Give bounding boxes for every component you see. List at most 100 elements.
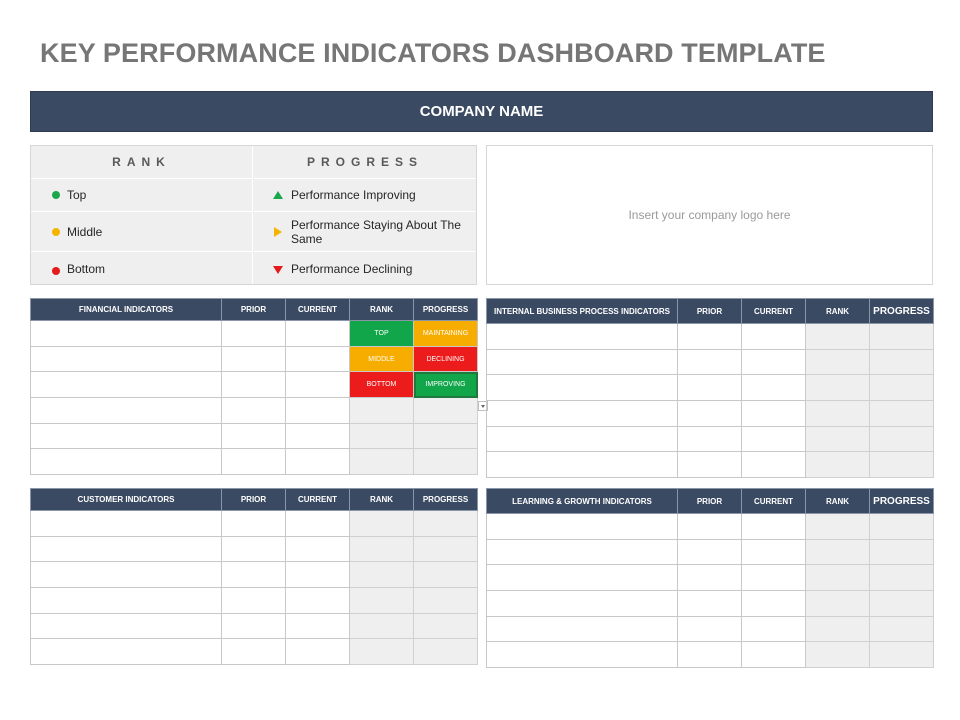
- indicator-cell[interactable]: [30, 561, 222, 589]
- prior-cell[interactable]: [677, 348, 742, 376]
- prior-cell[interactable]: [677, 615, 742, 643]
- prior-cell[interactable]: [221, 535, 286, 563]
- current-cell[interactable]: [285, 345, 350, 373]
- prior-cell[interactable]: [221, 448, 286, 476]
- current-cell[interactable]: [741, 513, 806, 540]
- current-cell[interactable]: [741, 348, 806, 376]
- current-cell[interactable]: [285, 422, 350, 450]
- current-cell[interactable]: [741, 323, 806, 350]
- prior-cell[interactable]: [221, 345, 286, 373]
- prior-cell[interactable]: [677, 513, 742, 540]
- current-cell[interactable]: [285, 561, 350, 589]
- indicator-cell[interactable]: [30, 397, 222, 424]
- prior-cell[interactable]: [221, 397, 286, 424]
- rank-cell[interactable]: [805, 513, 870, 540]
- current-cell[interactable]: [741, 538, 806, 566]
- prior-cell[interactable]: [221, 587, 286, 614]
- rank-cell[interactable]: [805, 374, 870, 402]
- rank-cell[interactable]: [805, 615, 870, 643]
- progress-cell[interactable]: [869, 590, 934, 617]
- current-cell[interactable]: [285, 535, 350, 563]
- indicator-cell[interactable]: [30, 510, 222, 537]
- company-name-bar[interactable]: COMPANY NAME: [30, 91, 933, 132]
- current-cell[interactable]: [741, 374, 806, 402]
- prior-cell[interactable]: [677, 564, 742, 592]
- rank-cell[interactable]: [805, 323, 870, 350]
- prior-cell[interactable]: [221, 422, 286, 450]
- prior-cell[interactable]: [221, 612, 286, 640]
- indicator-cell[interactable]: [30, 345, 222, 373]
- progress-cell[interactable]: [869, 374, 934, 402]
- progress-cell[interactable]: [413, 397, 478, 424]
- progress-cell[interactable]: [413, 535, 478, 563]
- indicator-cell[interactable]: [486, 400, 678, 427]
- rank-cell[interactable]: [349, 397, 414, 424]
- progress-cell[interactable]: [413, 448, 478, 476]
- prior-cell[interactable]: [221, 371, 286, 399]
- indicator-cell[interactable]: [30, 320, 222, 347]
- current-cell[interactable]: [285, 320, 350, 347]
- progress-cell[interactable]: [413, 422, 478, 450]
- rank-cell[interactable]: [349, 448, 414, 476]
- indicator-cell[interactable]: [30, 638, 222, 666]
- current-cell[interactable]: [741, 641, 806, 669]
- rank-cell[interactable]: [349, 422, 414, 450]
- current-cell[interactable]: [741, 615, 806, 643]
- progress-cell[interactable]: [413, 561, 478, 589]
- progress-option-declining[interactable]: DECLINING: [413, 345, 478, 373]
- current-cell[interactable]: [741, 451, 806, 479]
- progress-cell[interactable]: [869, 323, 934, 350]
- rank-cell[interactable]: [349, 587, 414, 614]
- progress-cell[interactable]: [869, 538, 934, 566]
- indicator-cell[interactable]: [30, 587, 222, 614]
- indicator-cell[interactable]: [486, 590, 678, 617]
- indicator-cell[interactable]: [30, 371, 222, 399]
- rank-option-top[interactable]: TOP: [349, 320, 414, 347]
- progress-cell[interactable]: [869, 641, 934, 669]
- indicator-cell[interactable]: [486, 425, 678, 453]
- current-cell[interactable]: [285, 448, 350, 476]
- progress-cell[interactable]: [869, 348, 934, 376]
- indicator-cell[interactable]: [486, 451, 678, 479]
- rank-cell[interactable]: [805, 590, 870, 617]
- indicator-cell[interactable]: [30, 535, 222, 563]
- current-cell[interactable]: [285, 587, 350, 614]
- current-cell[interactable]: [741, 425, 806, 453]
- indicator-cell[interactable]: [486, 323, 678, 350]
- prior-cell[interactable]: [677, 451, 742, 479]
- current-cell[interactable]: [285, 612, 350, 640]
- prior-cell[interactable]: [677, 641, 742, 669]
- prior-cell[interactable]: [221, 510, 286, 537]
- logo-placeholder[interactable]: Insert your company logo here: [486, 145, 933, 285]
- current-cell[interactable]: [741, 400, 806, 427]
- indicator-cell[interactable]: [486, 641, 678, 669]
- progress-cell[interactable]: [413, 612, 478, 640]
- rank-cell[interactable]: [805, 348, 870, 376]
- rank-cell[interactable]: [349, 561, 414, 589]
- progress-cell[interactable]: [869, 615, 934, 643]
- rank-cell[interactable]: [805, 425, 870, 453]
- progress-cell[interactable]: [413, 638, 478, 666]
- progress-cell[interactable]: [413, 587, 478, 614]
- prior-cell[interactable]: [677, 590, 742, 617]
- rank-cell[interactable]: [349, 510, 414, 537]
- indicator-cell[interactable]: [30, 612, 222, 640]
- indicator-cell[interactable]: [486, 374, 678, 402]
- current-cell[interactable]: [285, 371, 350, 399]
- indicator-cell[interactable]: [486, 615, 678, 643]
- indicator-cell[interactable]: [486, 513, 678, 540]
- rank-option-middle[interactable]: MIDDLE: [349, 345, 414, 373]
- rank-cell[interactable]: [805, 564, 870, 592]
- progress-cell[interactable]: [869, 425, 934, 453]
- indicator-cell[interactable]: [30, 448, 222, 476]
- rank-cell[interactable]: [349, 535, 414, 563]
- progress-cell[interactable]: [869, 400, 934, 427]
- prior-cell[interactable]: [221, 638, 286, 666]
- rank-cell[interactable]: [349, 638, 414, 666]
- indicator-cell[interactable]: [486, 564, 678, 592]
- progress-option-improving[interactable]: IMPROVING: [413, 371, 478, 399]
- prior-cell[interactable]: [677, 538, 742, 566]
- progress-cell[interactable]: [869, 513, 934, 540]
- prior-cell[interactable]: [677, 323, 742, 350]
- progress-cell[interactable]: [869, 564, 934, 592]
